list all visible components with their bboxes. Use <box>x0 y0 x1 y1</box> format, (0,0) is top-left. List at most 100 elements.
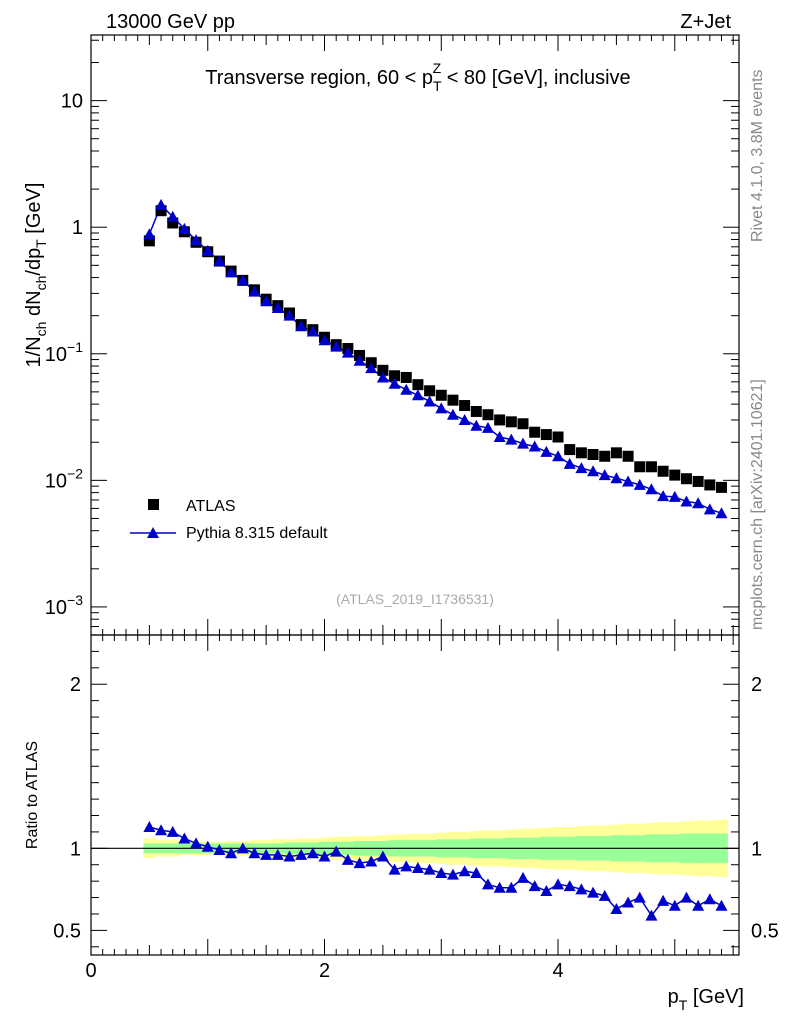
atlas-data-point <box>505 416 517 428</box>
pythia-data-point <box>481 421 494 433</box>
ratio-data-point <box>517 871 529 883</box>
ratio-frame <box>90 634 740 956</box>
pythia-data-point <box>715 507 728 519</box>
legend-marker-atlas <box>148 499 159 510</box>
ratio-data-point <box>388 863 401 875</box>
ratio-data-point <box>552 878 565 890</box>
pythia-data-point <box>470 419 483 431</box>
pythia-data-point <box>388 377 401 389</box>
x-tick-labels: 0 2 4 <box>85 960 563 982</box>
pythia-data-point <box>435 402 448 414</box>
atlas-data-point <box>704 479 716 491</box>
atlas-data-point <box>622 450 634 462</box>
ratio-data-point <box>411 862 424 874</box>
pythia-data-point <box>458 413 471 425</box>
ratio-y-tick-label-right: 2 <box>751 674 762 696</box>
ratio-data-point <box>657 894 670 906</box>
main-data-layer <box>143 198 728 519</box>
rivet-version-label: Rivet 4.1.0, 3.8M events <box>749 69 766 242</box>
atlas-data-point <box>587 449 599 461</box>
pythia-data-point <box>703 503 716 515</box>
ratio-data-point <box>143 821 156 832</box>
atlas-data-point <box>657 465 669 477</box>
pythia-data-point <box>493 431 506 443</box>
pythia-data-point <box>528 440 541 452</box>
ratio-data-point <box>341 853 354 865</box>
x-tick-label: 4 <box>552 960 563 982</box>
atlas-data-point <box>552 431 564 443</box>
pythia-data-point <box>610 472 623 484</box>
pythia-data-point <box>190 234 203 246</box>
ratio-panel: 0.5 0.5 1 1 2 2 0 2 4 Ratio to ATLAS pT [GeV] <box>24 634 779 1013</box>
ratio-y-axis-label: Ratio to ATLAS <box>24 741 41 849</box>
pythia-data-point <box>376 371 389 383</box>
pythia-data-point <box>271 301 284 313</box>
main-y-tick-label: 10−2 <box>45 465 83 492</box>
atlas-data-point <box>424 385 436 397</box>
ratio-data-point <box>236 842 249 854</box>
ratio-data-point <box>365 855 378 867</box>
ratio-data-point <box>668 899 681 911</box>
pythia-data-point <box>330 340 343 352</box>
ratio-data-point <box>178 832 191 844</box>
atlas-data-point <box>389 370 401 382</box>
pythia-data-point <box>400 383 413 395</box>
main-axis-ticks <box>90 35 739 636</box>
ratio-data-point <box>283 850 296 862</box>
ratio-data-point <box>470 866 483 878</box>
ratio-data-point <box>201 840 214 852</box>
ratio-data-point <box>622 896 635 908</box>
pythia-data-point <box>236 274 249 286</box>
atlas-data-point <box>715 481 727 493</box>
atlas-data-point <box>645 461 657 473</box>
pythia-data-point <box>178 222 191 234</box>
ratio-data-point <box>493 881 506 893</box>
ratio-data-point <box>715 899 728 911</box>
ratio-y-tick-labels: 0.5 0.5 1 1 2 2 <box>53 674 779 942</box>
main-y-tick-label: 1 <box>72 217 83 239</box>
atlas-data-point <box>167 217 179 229</box>
pythia-data-point <box>598 469 611 481</box>
title-sub: T <box>433 78 442 94</box>
x-axis-label: pT [GeV] <box>668 986 744 1013</box>
ratio-data-point <box>563 880 576 892</box>
ratio-axis-ticks <box>90 634 739 955</box>
main-frame <box>90 34 740 636</box>
header-process-label: Z+Jet <box>680 11 731 33</box>
header-beam-label: 13000 GeV pp <box>106 11 235 33</box>
atlas-data-point <box>470 405 482 417</box>
ratio-data-point <box>423 863 436 875</box>
pythia-data-point <box>248 285 261 297</box>
ratio-data-point <box>505 881 518 893</box>
pythia-data-point <box>365 362 378 374</box>
pythia-data-point <box>692 497 705 509</box>
pythia-data-point <box>411 389 424 401</box>
atlas-data-point <box>447 394 459 406</box>
atlas-data-point <box>610 447 622 459</box>
main-y-tick-label: 10−3 <box>45 592 83 619</box>
main-y-tick-labels: 10 1 10−1 10−2 10−3 <box>45 91 83 619</box>
ratio-data-point <box>680 891 693 903</box>
ratio-data-point <box>458 865 471 877</box>
ratio-data-point <box>598 889 611 901</box>
atlas-data-point <box>412 379 424 391</box>
ratio-data-point <box>528 880 541 892</box>
pythia-data-point <box>633 478 646 490</box>
x-tick-label: 0 <box>85 960 96 982</box>
ratio-data-point <box>692 899 705 911</box>
chart-title: Transverse region, 60 < pTZ < 80 [GeV], … <box>205 60 630 94</box>
ratio-data-point <box>225 847 238 859</box>
pythia-data-point <box>143 228 156 240</box>
atlas-data-point <box>494 414 506 426</box>
ratio-data-point <box>271 848 284 860</box>
ratio-data-point <box>330 845 343 857</box>
pythia-data-point <box>295 320 308 332</box>
pythia-data-point <box>645 483 658 495</box>
ratio-data-point <box>435 866 448 878</box>
pythia-data-point <box>552 450 565 462</box>
pythia-data-point <box>657 490 670 502</box>
pythia-data-point <box>575 462 588 474</box>
ratio-data-point <box>190 837 203 849</box>
legend-marker-pythia <box>147 527 159 538</box>
